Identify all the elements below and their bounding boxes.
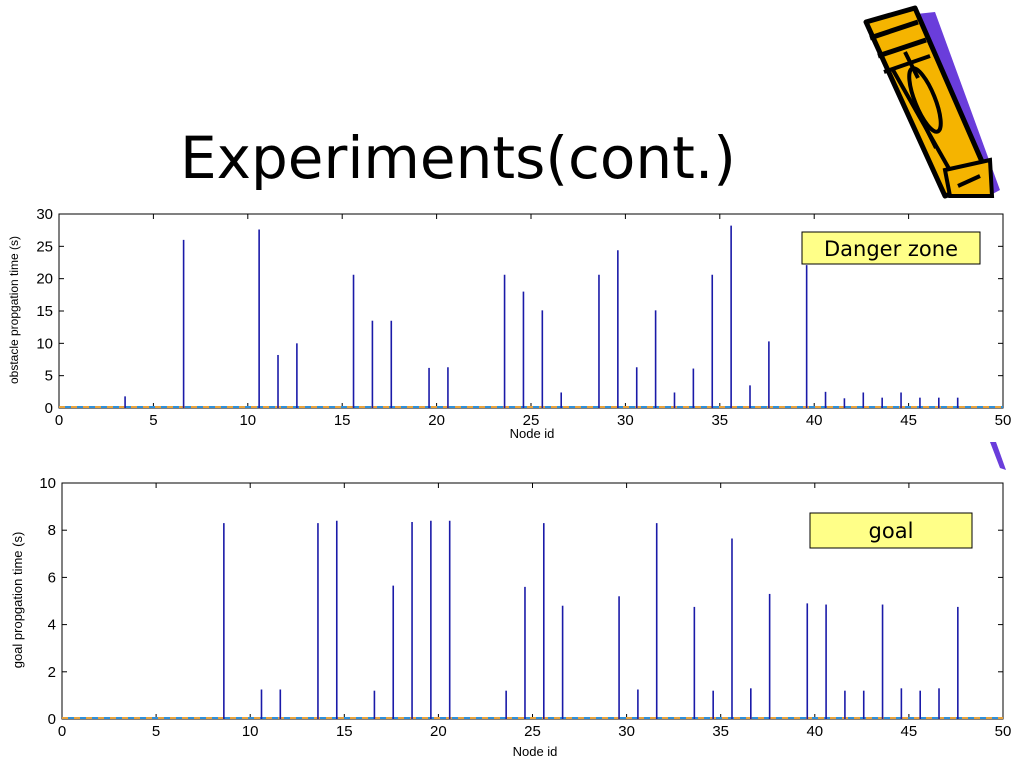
x-tick-label: 20: [428, 412, 445, 429]
y-tick-label: 30: [36, 206, 53, 223]
x-tick-label: 40: [806, 723, 823, 740]
y-tick-label: 0: [45, 400, 53, 417]
y-tick-label: 15: [36, 303, 53, 320]
y-tick-label: 6: [48, 569, 56, 586]
x-tick-label: 30: [617, 412, 634, 429]
x-tick-label: 30: [618, 723, 635, 740]
y-axis-title: obstacle propgation time (s): [7, 236, 21, 384]
x-tick-label: 35: [711, 412, 728, 429]
y-tick-label: 10: [39, 475, 56, 492]
x-tick-label: 50: [995, 723, 1012, 740]
x-tick-label: 20: [430, 723, 447, 740]
y-tick-label: 0: [48, 711, 56, 728]
y-tick-label: 5: [45, 368, 53, 385]
x-tick-label: 10: [239, 412, 256, 429]
x-tick-label: 0: [58, 723, 66, 740]
y-tick-label: 8: [48, 522, 56, 539]
y-tick-label: 4: [48, 617, 56, 634]
x-tick-label: 0: [55, 412, 63, 429]
danger-zone-label: Danger zone: [824, 237, 958, 261]
y-tick-label: 10: [36, 335, 53, 352]
goal-label: goal: [869, 519, 914, 543]
y-tick-label: 25: [36, 238, 53, 255]
x-tick-label: 5: [149, 412, 157, 429]
plot-area: 0 5 10 15 20 25 30 35 40 45 50 0 2 4 6 8 10: [39, 475, 1011, 740]
y-tick-label: 2: [48, 664, 56, 681]
x-tick-label: 35: [712, 723, 729, 740]
danger-zone-box: [801, 231, 981, 265]
x-tick-label: 45: [901, 723, 918, 740]
y-tick-label: 20: [36, 271, 53, 288]
x-tick-label: 25: [523, 412, 540, 429]
x-tick-label: 15: [334, 412, 351, 429]
goal-box: [809, 512, 973, 549]
x-tick-label: 15: [336, 723, 353, 740]
x-tick-label: 10: [242, 723, 259, 740]
x-tick-label: 50: [995, 412, 1012, 429]
x-tick-label: 45: [900, 412, 917, 429]
x-tick-label: 40: [806, 412, 823, 429]
x-axis-title: Node id: [513, 744, 558, 759]
x-tick-label: 5: [152, 723, 160, 740]
y-axis-title: goal propgation time (s): [10, 532, 25, 669]
x-tick-label: 25: [524, 723, 541, 740]
x-axis-title: Node id: [510, 426, 555, 441]
slide-title: Experiments(cont.): [180, 124, 736, 192]
plot-area: 0 5 10 15 20 25 30 35 40 45 50 0 5 10 15 20 25 30: [36, 206, 1011, 429]
